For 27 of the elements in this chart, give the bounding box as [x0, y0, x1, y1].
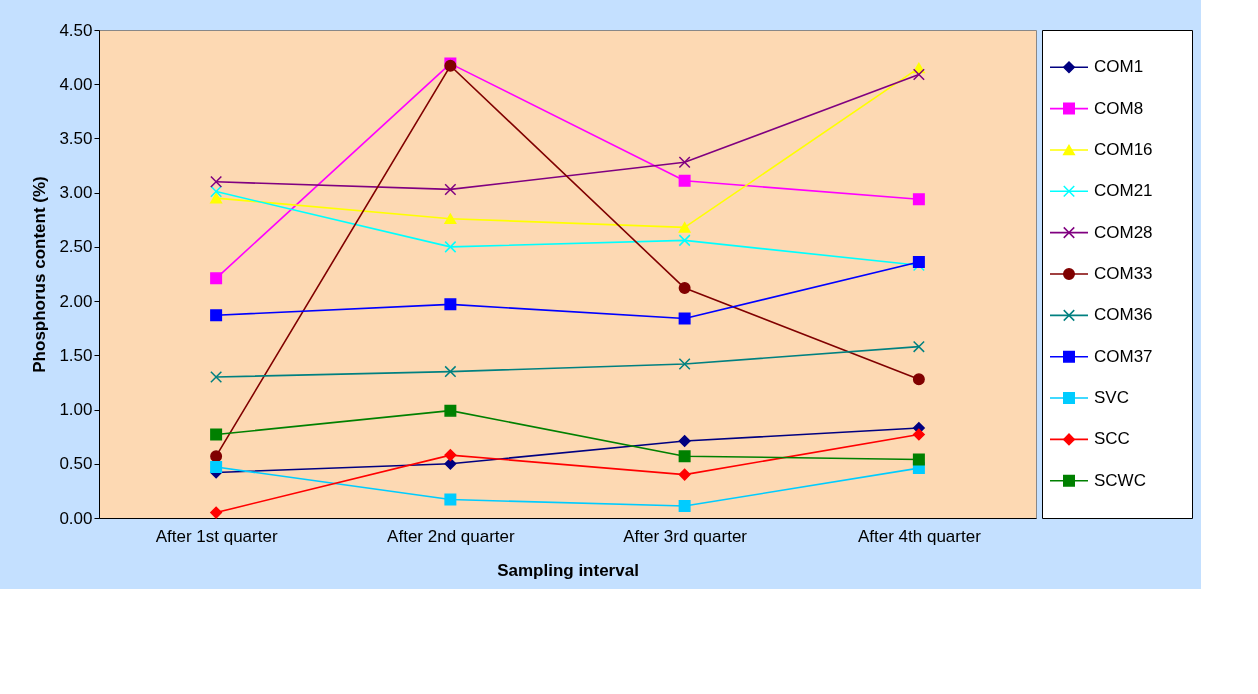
x-tick-label: After 3rd quarter: [623, 526, 748, 546]
legend-label: SCWC: [1094, 470, 1146, 490]
legend-label: COM21: [1094, 181, 1153, 201]
y-tick-label: 0.50: [59, 454, 93, 474]
legend-label: COM33: [1094, 264, 1153, 283]
y-tick-label: 1.00: [59, 400, 93, 420]
legend-label: SVC: [1094, 388, 1129, 408]
y-tick-label: 0.00: [59, 508, 93, 528]
y-tick-label: 4.00: [59, 74, 93, 94]
legend-label: COM1: [1094, 57, 1144, 77]
y-tick-label: 3.00: [59, 183, 93, 203]
y-tick-label: 2.50: [59, 237, 93, 257]
legend-label: COM8: [1094, 98, 1144, 118]
y-tick-label: 4.50: [59, 20, 93, 40]
y-tick-label: 1.50: [59, 345, 93, 365]
y-tick-label: 2.00: [59, 291, 93, 311]
y-tick-label: 3.50: [59, 128, 93, 148]
x-tick-label: After 2nd quarter: [387, 526, 515, 546]
legend-label: COM28: [1094, 222, 1153, 242]
x-axis-title: Sampling interval: [497, 560, 639, 580]
legend-label: COM16: [1094, 139, 1153, 159]
legend-label: COM37: [1094, 346, 1153, 366]
legend-label: COM36: [1094, 305, 1153, 325]
legend-label: SCC: [1094, 429, 1130, 449]
x-tick-label: After 1st quarter: [155, 526, 278, 546]
x-tick-label: After 4th quarter: [857, 526, 982, 546]
y-axis-title: Phosphorus content (%): [30, 176, 50, 373]
